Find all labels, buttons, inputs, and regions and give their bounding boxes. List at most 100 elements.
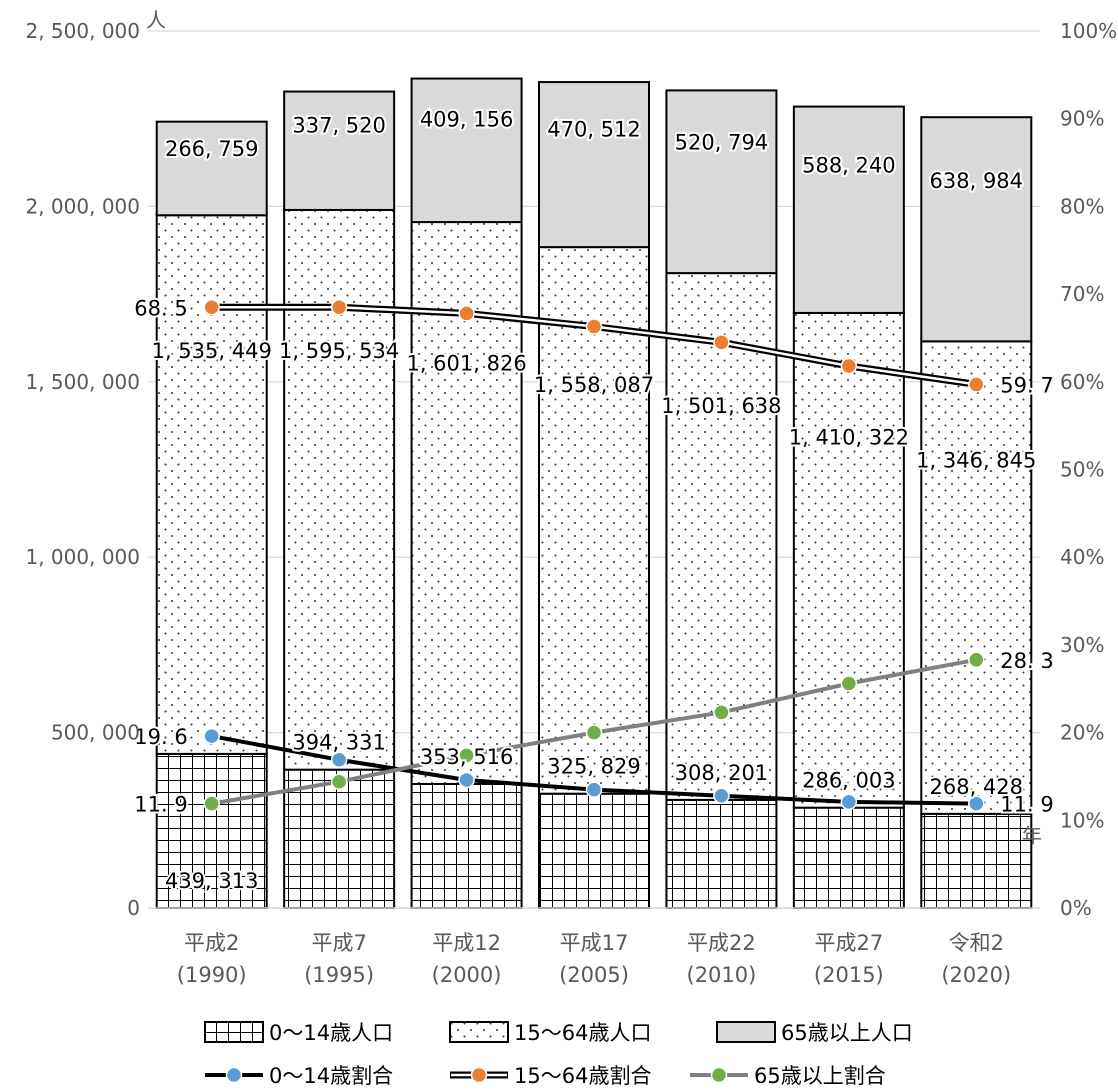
series-point <box>713 334 730 351</box>
series-point <box>330 773 348 790</box>
bar-segment <box>665 89 778 275</box>
y-left-tick-label: 1, 000, 000 <box>25 545 140 569</box>
ratio-label: 19. 6 <box>134 725 187 749</box>
bar-segment <box>283 768 396 910</box>
data-label: 268, 428 <box>930 775 1024 799</box>
data-label: 286, 003 <box>802 769 896 793</box>
legend: 0～14歳人口 15～64歳人口 65歳以上人口 0～14歳割合 15～64歳割合 65歳… <box>204 1021 913 1088</box>
series-point <box>713 787 730 804</box>
y-right-tick-label: 100% <box>1060 19 1117 43</box>
bar-segment <box>920 116 1033 343</box>
data-label: 638, 984 <box>930 169 1024 193</box>
x-tick-label: 平成22 <box>687 931 756 955</box>
bar-segment <box>792 311 905 809</box>
legend-label: 0～14歳割合 <box>269 1064 393 1088</box>
ratio-label: 68. 5 <box>134 296 187 320</box>
data-label: 1, 501, 638 <box>661 394 781 418</box>
y-right-tick-label: 80% <box>1060 194 1104 218</box>
bar-segment <box>283 90 396 211</box>
y-right-tick-label: 20% <box>1060 721 1104 745</box>
data-label: 325, 829 <box>547 755 641 779</box>
series-point <box>330 299 348 316</box>
y-right-tick-label: 60% <box>1060 370 1104 394</box>
series-point <box>840 675 858 692</box>
ratio-label: 59. 7 <box>1000 373 1053 397</box>
data-label: 409, 156 <box>420 108 514 132</box>
y-right-tick-label: 90% <box>1060 107 1104 131</box>
bar-segment <box>920 812 1033 909</box>
y-right-tick-label: 50% <box>1060 458 1104 482</box>
series-point <box>585 318 603 335</box>
bar-segment <box>538 246 650 795</box>
legend-label: 65歳以上割合 <box>754 1064 886 1088</box>
legend-label: 15～64歳割合 <box>514 1064 651 1088</box>
y-right-tick-label: 70% <box>1060 282 1104 306</box>
series-point <box>458 305 475 322</box>
x-unit: 年 <box>1022 823 1042 847</box>
legend-swatch <box>449 1021 509 1043</box>
y-right-tick-label: 40% <box>1060 545 1104 569</box>
y-left-tick-label: 2, 000, 000 <box>25 194 140 218</box>
legend-marker <box>710 1066 728 1084</box>
data-label: 266, 759 <box>165 137 259 161</box>
bar-segment <box>538 81 650 249</box>
legend-swatch <box>204 1021 264 1043</box>
x-tick-label: (2000) <box>432 963 502 987</box>
series-point <box>330 751 348 769</box>
y-left-tick-label: 0 <box>127 896 140 920</box>
bar-segment <box>792 806 905 910</box>
data-label: 439, 313 <box>165 869 259 893</box>
x-tick-label: 平成12 <box>432 931 501 955</box>
data-label: 1, 346, 845 <box>916 448 1036 472</box>
bar-segment <box>792 105 905 314</box>
x-tick-label: (1990) <box>177 963 247 987</box>
data-label: 470, 512 <box>547 117 641 141</box>
bar-segment <box>538 792 650 909</box>
data-label: 1, 601, 826 <box>406 352 526 376</box>
series-point <box>713 704 730 721</box>
series-point <box>203 299 220 316</box>
data-label: 337, 520 <box>292 114 386 138</box>
y-right-tick-label: 10% <box>1060 808 1104 832</box>
data-label: 1, 595, 534 <box>279 339 399 363</box>
series-point <box>203 795 220 812</box>
data-label: 1, 535, 449 <box>152 339 272 363</box>
legend-marker <box>470 1066 488 1084</box>
data-label: 1, 410, 322 <box>789 426 909 450</box>
series-point <box>203 727 220 745</box>
y-right-tick-label: 30% <box>1060 633 1104 657</box>
y-left-tick-label: 500, 000 <box>51 721 140 745</box>
data-label: 588, 240 <box>802 153 896 177</box>
x-tick-label: (1995) <box>304 963 374 987</box>
bar-segment <box>410 782 523 909</box>
y-right-tick-label: 0% <box>1060 896 1092 920</box>
legend-label: 0～14歳人口 <box>269 1021 393 1045</box>
ratio-label: 11. 9 <box>134 793 187 817</box>
ratio-label: 28. 3 <box>1000 649 1053 673</box>
legend-label: 65歳以上人口 <box>781 1021 913 1045</box>
data-label: 394, 331 <box>292 731 386 755</box>
legend-label: 15～64歳人口 <box>514 1021 651 1045</box>
legend-marker <box>225 1066 243 1084</box>
x-tick-label: (2010) <box>687 963 757 987</box>
series-point <box>458 771 475 789</box>
bar-segment <box>920 340 1033 815</box>
data-label: 520, 794 <box>675 131 769 155</box>
ratio-lines <box>203 299 985 812</box>
y-left-tick-label: 2, 500, 000 <box>25 19 140 43</box>
ratio-label: 11. 9 <box>1000 793 1053 817</box>
series-point <box>968 376 985 393</box>
series-point <box>585 781 603 798</box>
series-point <box>968 795 985 812</box>
series-point <box>840 357 858 375</box>
bar-segment <box>410 77 523 224</box>
data-labels: 439, 313 394, 331 353, 516 325, 829 308, 201… <box>132 106 1055 895</box>
x-tick-label: 平成17 <box>560 931 629 955</box>
bar-segment <box>283 208 396 771</box>
y-left-unit: 人 <box>146 8 166 32</box>
bar-segment <box>155 120 268 217</box>
x-tick-label: (2015) <box>814 963 884 987</box>
legend-swatch <box>716 1021 776 1043</box>
series-point <box>968 651 985 669</box>
